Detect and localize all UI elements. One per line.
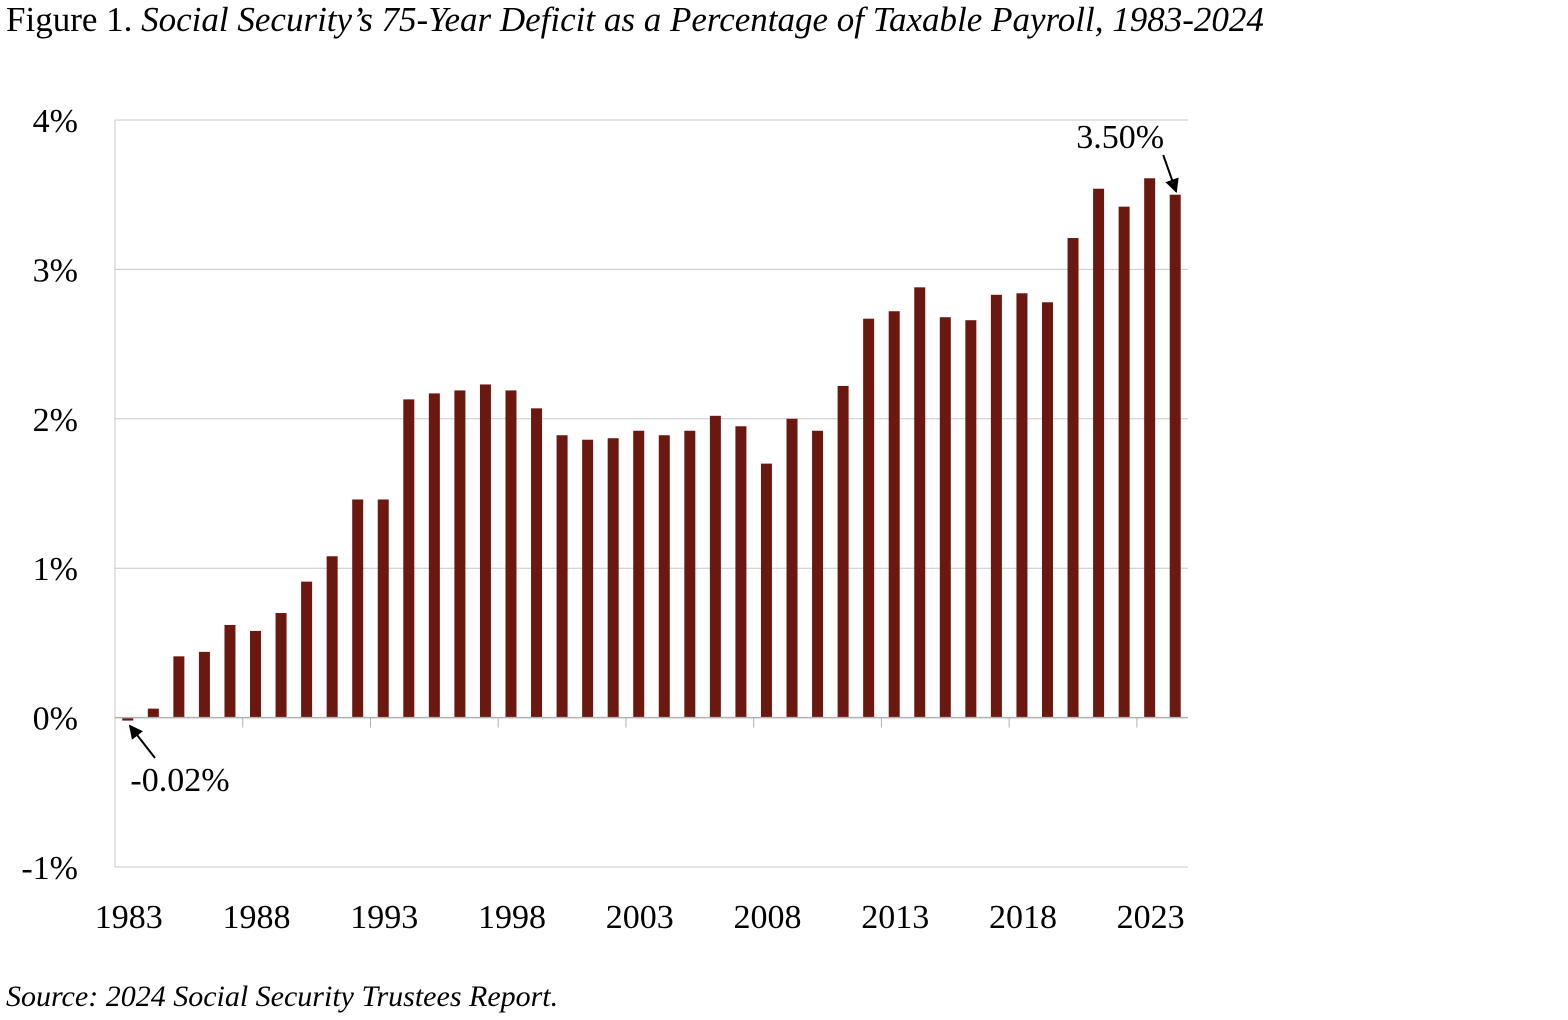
bar-1998 [505, 390, 517, 718]
y-tick-label: -1% [21, 850, 78, 887]
bar-1995 [428, 393, 440, 718]
bar-2021 [1093, 188, 1105, 718]
source-label: Source [6, 980, 89, 1013]
data-label-1983: -0.02% [130, 762, 229, 799]
source-text: : 2024 Social Security Trustees Report. [88, 980, 559, 1013]
bar-2006 [709, 415, 721, 718]
bar-1988 [250, 630, 262, 718]
bar-2020 [1067, 238, 1079, 718]
bar-1992 [352, 499, 364, 718]
bar-2013 [888, 311, 900, 718]
x-tick-label: 2013 [861, 899, 929, 936]
bar-1987 [224, 624, 236, 718]
bar-1993 [377, 499, 389, 718]
figure-number: Figure 1. [6, 0, 142, 39]
bar-2009 [786, 418, 798, 718]
bar-1983 [122, 717, 134, 721]
bar-1991 [326, 556, 338, 718]
bar-2018 [1016, 293, 1028, 718]
bar-2015 [939, 317, 951, 718]
bar-2019 [1041, 302, 1053, 718]
annotation-arrow [128, 724, 156, 759]
bar-1989 [275, 613, 287, 718]
bar-2016 [965, 320, 977, 718]
x-tick-label: 2023 [1117, 899, 1185, 936]
bar-2005 [684, 430, 696, 718]
bar-2001 [582, 439, 594, 718]
source-note: Source: 2024 Social Security Trustees Re… [6, 980, 558, 1014]
bar-1999 [531, 408, 543, 718]
bar-2014 [914, 287, 926, 718]
y-tick-label: 1% [33, 551, 78, 588]
x-tick-label: 2003 [606, 899, 674, 936]
bar-2008 [760, 463, 772, 718]
x-tick-label: 2018 [989, 899, 1057, 936]
bar-1986 [198, 651, 210, 718]
bar-2023 [1144, 178, 1156, 718]
y-tick-label: 2% [33, 402, 78, 439]
bar-2003 [633, 430, 645, 718]
bar-1997 [479, 384, 491, 718]
bar-1984 [147, 708, 159, 718]
bar-1990 [301, 581, 313, 718]
bar-2007 [735, 426, 747, 718]
x-tick-label: 2008 [733, 899, 801, 936]
bar-2011 [837, 385, 849, 718]
bar-2010 [812, 430, 824, 718]
figure-title: Figure 1. Social Security’s 75-Year Defi… [6, 0, 1264, 40]
figure-title-text: Social Security’s 75-Year Deficit as a P… [141, 0, 1264, 39]
x-tick-label: 1988 [223, 899, 291, 936]
x-tick-label: 1983 [95, 899, 163, 936]
y-tick-label: 4% [33, 103, 78, 140]
bar-1994 [403, 399, 415, 718]
bar-2024 [1169, 194, 1181, 718]
bar-1985 [173, 656, 185, 718]
x-tick-label: 1993 [350, 899, 418, 936]
x-tick-label: 1998 [478, 899, 546, 936]
y-tick-label: 0% [33, 701, 78, 738]
data-label-2024: 3.50% [1076, 119, 1164, 156]
bar-2022 [1118, 206, 1130, 718]
bar-1996 [454, 390, 466, 718]
bar-2017 [990, 294, 1002, 718]
bar-2000 [556, 435, 568, 718]
y-tick-label: 3% [33, 252, 78, 289]
bar-2004 [658, 435, 670, 718]
bar-2012 [863, 318, 875, 718]
bar-2002 [607, 438, 619, 718]
annotation-arrow [1162, 154, 1179, 194]
